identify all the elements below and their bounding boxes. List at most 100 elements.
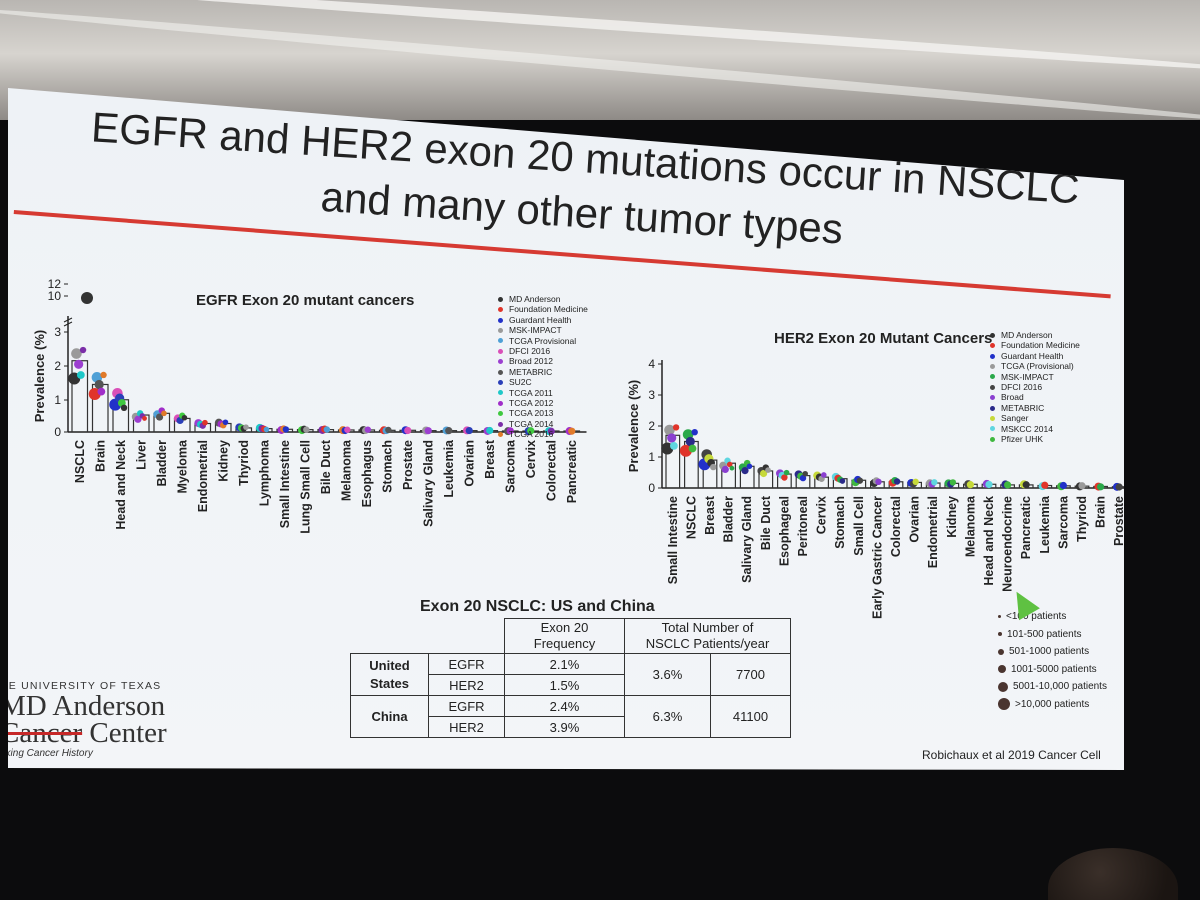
legend-dot-icon xyxy=(498,307,503,313)
header-total: Total Number of NSCLC Patients/year xyxy=(624,618,791,654)
table-header-row: Exon 20 Frequency Total Number of NSCLC … xyxy=(338,618,791,654)
logo-center-word: Center xyxy=(82,717,167,749)
legend-item: DFCI 2016 xyxy=(990,382,1080,392)
legend-label: DFCI 2016 xyxy=(509,346,551,357)
legend-label: Pfizer UHK xyxy=(1001,434,1044,445)
legend-label: TCGA 2013 xyxy=(509,408,554,419)
data-point xyxy=(344,426,351,433)
data-point xyxy=(765,467,771,473)
data-point xyxy=(385,426,392,434)
y-tick-label: 12 xyxy=(48,277,62,291)
data-point xyxy=(1097,483,1105,491)
legend-dot-icon xyxy=(498,338,503,344)
data-point xyxy=(155,413,164,421)
category-label: Lung Small Cell xyxy=(298,440,312,534)
size-legend-label: 1001-5000 patients xyxy=(1011,663,1097,675)
data-point xyxy=(1059,481,1067,490)
legend-dot-icon xyxy=(990,395,995,401)
patients-cell: 41100 xyxy=(710,695,791,738)
category-label: Brain xyxy=(93,440,107,472)
data-point xyxy=(222,419,229,426)
data-point xyxy=(79,346,87,354)
category-label: Breast xyxy=(703,495,717,535)
size-dot-icon xyxy=(998,615,1001,619)
data-point xyxy=(263,426,270,433)
category-label: Bile Duct xyxy=(319,439,333,494)
legend-item: Foundation Medicine xyxy=(990,340,1080,350)
legend-label: MSK-IMPACT xyxy=(509,325,562,336)
legend-dot-icon xyxy=(990,363,995,369)
category-label: Early Gastric Cancer xyxy=(870,496,884,619)
logo-cancer-word: Cancer xyxy=(8,717,83,749)
y-axis-label: Prevalence (%) xyxy=(626,380,641,473)
legend-dot-icon xyxy=(990,384,995,390)
her2-chart: HER2 Exon 20 Mutant Cancers 0 1 2 3 4 Prevale… xyxy=(618,300,1124,620)
size-dot-icon xyxy=(998,698,1010,711)
category-label: Stomach xyxy=(380,440,394,493)
size-legend-item: 1001-5000 patients xyxy=(998,661,1107,679)
legend-label: TCGA (Provisional) xyxy=(1001,361,1074,372)
data-point xyxy=(667,433,677,443)
country-cell: United States xyxy=(350,653,429,696)
legend-label: METABRIC xyxy=(1001,402,1045,413)
legend-label: TCGA 2016 xyxy=(509,429,554,440)
legend-label: Guardant Health xyxy=(509,314,572,325)
legend-dot-icon xyxy=(990,415,995,421)
category-label: Breast xyxy=(483,439,497,479)
category-label: Thyriod xyxy=(237,440,251,486)
legend-label: MD Anderson xyxy=(1001,330,1053,340)
data-point xyxy=(839,478,846,484)
legend-dot-icon xyxy=(498,327,503,333)
legend-label: MSK-IMPACT xyxy=(1001,371,1054,382)
gene-cell: EGFR xyxy=(428,653,505,675)
data-point xyxy=(465,426,473,435)
audience-head xyxy=(1048,848,1178,900)
category-label: Bladder xyxy=(155,440,169,487)
legend-item: Pfizer UHK xyxy=(990,434,1080,444)
category-label: Colorectal xyxy=(544,440,558,501)
total-percent-cell: 3.6% xyxy=(624,653,711,696)
legend-dot-icon xyxy=(498,348,503,354)
data-point xyxy=(760,469,768,478)
data-point xyxy=(721,465,729,473)
size-legend-item: >10,000 patients xyxy=(998,696,1107,714)
y-tick-label: 1 xyxy=(54,393,61,407)
legend-item: TCGA Provisional xyxy=(498,336,588,346)
category-label: Kidney xyxy=(945,496,959,538)
table-blank-cell xyxy=(338,717,351,738)
size-legend-label: >10,000 patients xyxy=(1015,698,1090,710)
legend-dot-icon xyxy=(498,369,503,375)
category-label: Esophagus xyxy=(360,440,374,507)
category-label: Liver xyxy=(134,440,148,470)
data-point xyxy=(875,478,882,485)
legend-dot-icon xyxy=(990,426,995,432)
data-point xyxy=(71,348,82,359)
y-tick-label: 4 xyxy=(648,357,655,371)
frequency-cell: 1.5% xyxy=(504,674,625,696)
table-blank-cell xyxy=(338,675,351,696)
legend-dot-icon xyxy=(498,390,503,396)
data-point xyxy=(672,424,680,431)
chart-title: HER2 Exon 20 Mutant Cancers xyxy=(774,330,993,347)
data-point xyxy=(664,424,675,436)
data-point xyxy=(161,410,167,417)
legend-label: MD Anderson xyxy=(509,294,561,304)
frequency-cell: 2.1% xyxy=(504,653,625,675)
category-label: Peritoneal xyxy=(796,496,810,556)
data-point xyxy=(1115,483,1123,491)
egfr-chart: EGFR Exon 20 mutant cancers 0 1 2 3 10 12 Prev… xyxy=(8,270,608,570)
legend-dot-icon xyxy=(498,317,503,323)
data-point xyxy=(685,436,695,447)
legend-label: SU2C xyxy=(509,377,532,388)
data-point xyxy=(282,426,290,433)
data-point xyxy=(893,478,901,485)
axis-break-mark xyxy=(63,317,73,323)
legend-dot-icon xyxy=(498,411,503,417)
legend-label: Sanger xyxy=(1001,413,1029,424)
data-point xyxy=(949,479,957,486)
legend-item: TCGA 2011 xyxy=(498,388,588,398)
data-point xyxy=(120,404,128,412)
data-point xyxy=(1004,481,1012,489)
legend-dot-icon xyxy=(990,332,995,338)
